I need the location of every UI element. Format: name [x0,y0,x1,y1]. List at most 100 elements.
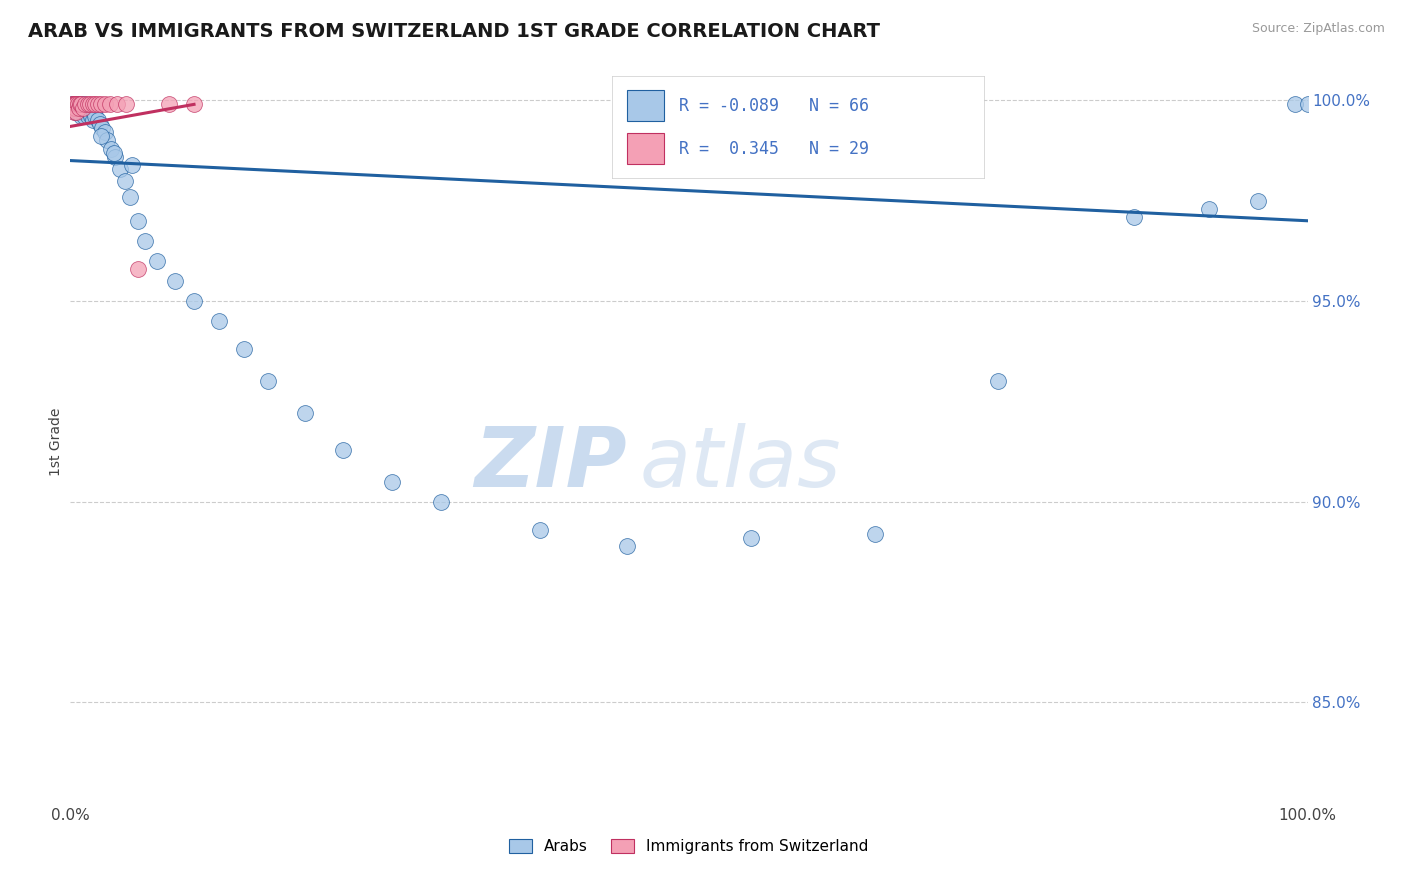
Point [65,101,87,115]
Point [104,149,127,163]
Point [65,97,87,112]
Point [69,105,91,120]
Point [62,97,84,112]
Point [66,97,89,112]
Point [100,142,122,156]
Text: atlas: atlas [640,423,841,504]
Point [332,442,354,457]
Point [60,97,83,112]
Point [75,101,97,115]
Point [67,101,90,115]
Legend: Arabs, Immigrants from Switzerland: Arabs, Immigrants from Switzerland [503,833,875,860]
Point [987,374,1010,388]
Text: R =  0.345   N = 29: R = 0.345 N = 29 [679,140,869,158]
Point [1284,97,1306,112]
FancyBboxPatch shape [627,133,664,164]
Point [72,101,94,115]
Point [108,161,131,176]
Point [63,101,86,115]
Point [65,97,87,112]
Point [72,105,94,120]
Point [89,117,111,131]
Point [146,254,169,268]
Point [76,109,98,123]
Point [82,113,104,128]
Point [105,97,128,112]
Point [86,97,108,112]
Point [1296,97,1319,112]
Point [65,97,87,112]
Point [65,97,87,112]
Point [1123,210,1146,224]
Point [529,523,551,537]
Point [121,158,143,172]
Point [70,97,93,112]
Point [79,105,101,120]
Point [65,105,87,120]
Point [79,97,101,112]
Point [66,101,89,115]
Point [381,475,404,489]
Point [66,105,89,120]
Point [84,109,107,123]
Point [98,97,121,112]
Point [67,101,90,115]
Point [84,97,107,112]
Point [115,97,138,112]
Point [96,133,118,147]
Point [65,101,87,115]
Point [67,97,90,112]
Point [232,343,254,357]
Point [127,213,149,227]
Point [80,109,103,123]
FancyBboxPatch shape [627,90,664,121]
Point [69,101,91,115]
Point [82,97,104,112]
Text: ZIP: ZIP [474,423,627,504]
Point [73,109,96,123]
Point [134,234,156,248]
Point [77,101,100,115]
Point [863,526,886,541]
Point [94,97,117,112]
Point [118,190,141,204]
Point [73,97,96,112]
Point [740,531,762,545]
Point [70,109,93,123]
Point [90,97,112,112]
Point [1198,202,1220,216]
Point [183,97,205,112]
Point [616,539,638,553]
Point [157,97,180,112]
Point [165,274,187,288]
Point [60,97,83,112]
Point [72,101,94,115]
Text: ARAB VS IMMIGRANTS FROM SWITZERLAND 1ST GRADE CORRELATION CHART: ARAB VS IMMIGRANTS FROM SWITZERLAND 1ST … [28,22,880,41]
Point [114,174,136,188]
Point [94,125,117,139]
Point [183,294,205,309]
Point [91,121,114,136]
Point [60,101,83,115]
Point [63,97,86,112]
Text: Source: ZipAtlas.com: Source: ZipAtlas.com [1251,22,1385,36]
Point [75,105,97,120]
Point [75,97,97,112]
Point [70,97,93,112]
Point [65,105,87,120]
Point [86,113,108,128]
Point [62,97,84,112]
Point [103,145,125,160]
Point [62,101,84,115]
Point [1247,194,1270,208]
Point [63,97,86,112]
Text: R = -0.089   N = 66: R = -0.089 N = 66 [679,96,869,114]
Point [294,407,316,421]
Point [77,105,100,120]
Point [69,97,91,112]
Point [62,101,84,115]
Point [430,494,453,508]
Point [90,129,112,144]
Point [257,374,280,388]
Point [208,314,231,328]
